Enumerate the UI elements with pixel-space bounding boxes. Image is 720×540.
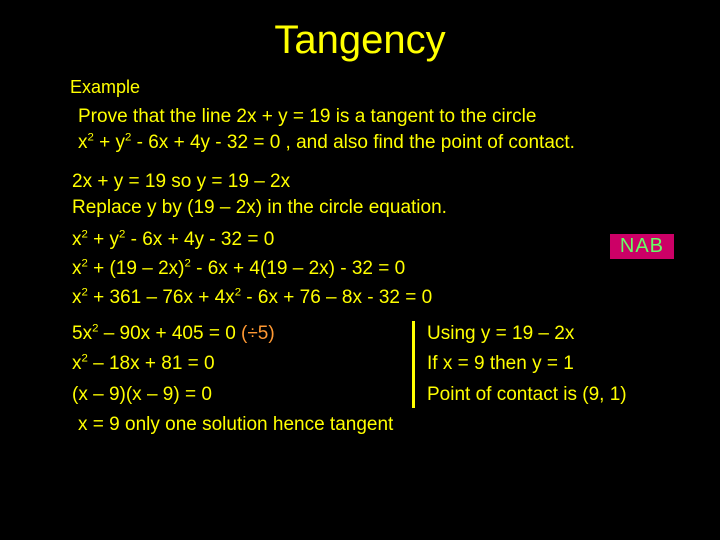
problem-line2-b: + y — [94, 132, 125, 153]
nab-badge: NAB — [610, 234, 674, 259]
left1b: – 90x + 405 = 0 — [98, 323, 241, 344]
step1b: Replace y by (19 – 2x) in the circle equ… — [72, 197, 447, 218]
left1a: 5x — [72, 323, 92, 344]
example-label: Example — [70, 77, 720, 98]
eq2c: - 6x + 4(19 – 2x) - 32 = 0 — [191, 258, 405, 279]
divide-by-5: (÷5) — [241, 323, 275, 344]
problem-statement: Prove that the line 2x + y = 19 is a tan… — [78, 104, 680, 155]
right-column: Using y = 19 – 2x If x = 9 then y = 1 Po… — [427, 319, 627, 410]
left2b: – 18x + 81 = 0 — [88, 353, 215, 374]
eq1a: x — [72, 229, 82, 250]
right-row3: Point of contact is (9, 1) — [427, 380, 627, 410]
left-row1: 5x2 – 90x + 405 = 0 (÷5) — [72, 319, 412, 349]
problem-line1: Prove that the line 2x + y = 19 is a tan… — [78, 106, 536, 127]
problem-line2-c: - 6x + 4y - 32 = 0 , and also find the p… — [131, 132, 575, 153]
left-row3: (x – 9)(x – 9) = 0 — [72, 380, 412, 410]
problem-line2-a: x — [78, 132, 88, 153]
eq1c: - 6x + 4y - 32 = 0 — [125, 229, 274, 250]
eq3b: + 361 – 76x + 4x — [88, 287, 235, 308]
right-row1: Using y = 19 – 2x — [427, 319, 627, 349]
eq2b: + (19 – 2x) — [88, 258, 185, 279]
slide-title: Tangency — [0, 0, 720, 73]
left-column: 5x2 – 90x + 405 = 0 (÷5) x2 – 18x + 81 =… — [72, 319, 412, 410]
substitution-step: 2x + y = 19 so y = 19 – 2x Replace y by … — [72, 169, 720, 220]
eq2a: x — [72, 258, 82, 279]
left2a: x — [72, 353, 82, 374]
column-divider — [412, 321, 415, 408]
left-row2: x2 – 18x + 81 = 0 — [72, 349, 412, 379]
right-row2: If x = 9 then y = 1 — [427, 349, 627, 379]
conclusion: x = 9 only one solution hence tangent — [78, 414, 720, 436]
eq1b: + y — [88, 229, 119, 250]
eq3c: - 6x + 76 – 8x - 32 = 0 — [241, 287, 432, 308]
eq3a: x — [72, 287, 82, 308]
step1a: 2x + y = 19 so y = 19 – 2x — [72, 171, 290, 192]
two-column-work: 5x2 – 90x + 405 = 0 (÷5) x2 – 18x + 81 =… — [72, 319, 720, 410]
